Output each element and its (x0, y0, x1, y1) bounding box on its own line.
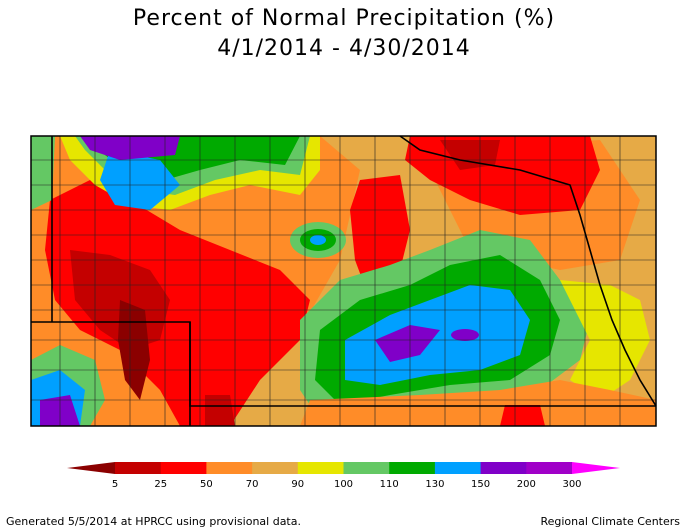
legend-tick-label: 110 (380, 479, 399, 490)
legend-swatch (434, 462, 482, 474)
legend-swatch (206, 462, 253, 474)
precipitation-legend: 5 25 50 70 90 100 110 130 150 200 300 (67, 462, 620, 490)
legend-swatch (160, 462, 207, 474)
footer-generated-note: Generated 5/5/2014 at HPRCC using provis… (6, 515, 301, 528)
precipitation-fill (31, 136, 656, 426)
legend-tick-label: 200 (517, 479, 536, 490)
legend-swatch (389, 462, 436, 474)
legend-tick-label: 90 (291, 479, 304, 490)
county-lines (31, 136, 656, 426)
footer-credit: Regional Climate Centers (540, 515, 680, 528)
legend-tick-label: 50 (200, 479, 213, 490)
state-borders (31, 135, 657, 426)
legend-tick-label: 5 (112, 479, 118, 490)
legend-arrow-low (67, 462, 115, 474)
legend-swatch (115, 462, 162, 474)
legend-tick-label: 150 (471, 479, 490, 490)
legend-swatch (526, 462, 573, 474)
legend-swatch (480, 462, 527, 474)
legend-swatch (343, 462, 390, 474)
map-date-range: 4/1/2014 - 4/30/2014 (217, 36, 471, 61)
legend-swatch (252, 462, 299, 474)
legend-swatch (297, 462, 344, 474)
legend-tick-label: 100 (334, 479, 353, 490)
legend-tick-label: 70 (246, 479, 259, 490)
legend-tick-label: 300 (562, 479, 581, 490)
map-frame (30, 135, 657, 427)
legend-arrow-high (572, 462, 620, 474)
map-title: Percent of Normal Precipitation (%) (132, 6, 556, 31)
legend-tick-label: 25 (154, 479, 167, 490)
legend-tick-label: 130 (425, 479, 444, 490)
